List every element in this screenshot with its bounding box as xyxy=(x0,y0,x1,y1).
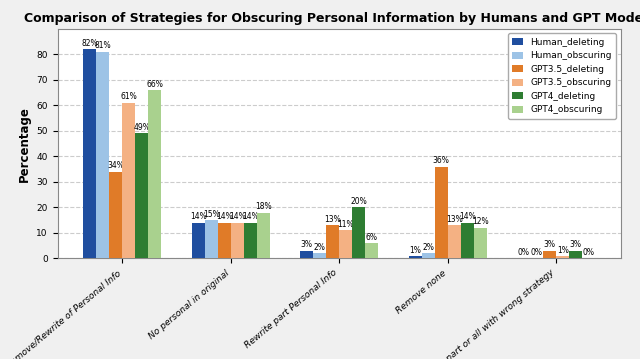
Text: 3%: 3% xyxy=(543,241,556,250)
Text: 18%: 18% xyxy=(255,202,271,211)
Bar xyxy=(218,223,231,258)
Text: 3%: 3% xyxy=(570,241,582,250)
Bar xyxy=(96,52,109,258)
Text: 20%: 20% xyxy=(350,197,367,206)
Text: 3%: 3% xyxy=(301,241,313,250)
Legend: Human_deleting, Human_obscuring, GPT3.5_deleting, GPT3.5_obscuring, GPT4_deletin: Human_deleting, Human_obscuring, GPT3.5_… xyxy=(508,33,616,119)
Bar xyxy=(135,134,148,258)
Text: 66%: 66% xyxy=(147,80,163,89)
Bar xyxy=(326,225,339,258)
Bar xyxy=(231,223,244,258)
Text: 82%: 82% xyxy=(81,39,98,48)
Text: 6%: 6% xyxy=(365,233,378,242)
Text: 14%: 14% xyxy=(229,213,246,222)
Text: 11%: 11% xyxy=(337,220,354,229)
Bar xyxy=(313,253,326,258)
Bar xyxy=(365,243,378,258)
Text: 0%: 0% xyxy=(518,248,530,257)
Bar xyxy=(109,172,122,258)
Bar xyxy=(257,213,270,258)
Text: 1%: 1% xyxy=(557,246,568,255)
Bar xyxy=(569,251,582,258)
Text: 14%: 14% xyxy=(190,213,207,222)
Text: 36%: 36% xyxy=(433,156,450,165)
Bar xyxy=(244,223,257,258)
Bar xyxy=(422,253,435,258)
Bar xyxy=(122,103,135,258)
Text: 2%: 2% xyxy=(422,243,434,252)
Bar xyxy=(474,228,487,258)
Y-axis label: Percentage: Percentage xyxy=(18,106,31,182)
Text: 61%: 61% xyxy=(120,92,137,101)
Bar xyxy=(447,225,461,258)
Bar xyxy=(408,256,422,258)
Text: 49%: 49% xyxy=(133,123,150,132)
Text: 14%: 14% xyxy=(242,213,259,222)
Text: 14%: 14% xyxy=(216,213,232,222)
Text: 14%: 14% xyxy=(459,213,476,222)
Text: 0%: 0% xyxy=(531,248,543,257)
Text: 13%: 13% xyxy=(446,215,463,224)
Text: 13%: 13% xyxy=(324,215,341,224)
Text: 2%: 2% xyxy=(314,243,326,252)
Bar xyxy=(191,223,205,258)
Bar xyxy=(352,208,365,258)
Bar xyxy=(543,251,556,258)
Title: Comparison of Strategies for Obscuring Personal Information by Humans and GPT Mo: Comparison of Strategies for Obscuring P… xyxy=(24,12,640,25)
Text: 34%: 34% xyxy=(108,161,124,170)
Text: 15%: 15% xyxy=(203,210,220,219)
Bar xyxy=(83,49,96,258)
Bar xyxy=(461,223,474,258)
Bar xyxy=(556,256,569,258)
Text: 1%: 1% xyxy=(409,246,421,255)
Bar xyxy=(339,230,352,258)
Text: 0%: 0% xyxy=(582,248,595,257)
Bar xyxy=(205,220,218,258)
Bar xyxy=(435,167,447,258)
Bar xyxy=(300,251,313,258)
Text: 12%: 12% xyxy=(472,218,488,227)
Text: 81%: 81% xyxy=(95,41,111,50)
Bar xyxy=(148,90,161,258)
